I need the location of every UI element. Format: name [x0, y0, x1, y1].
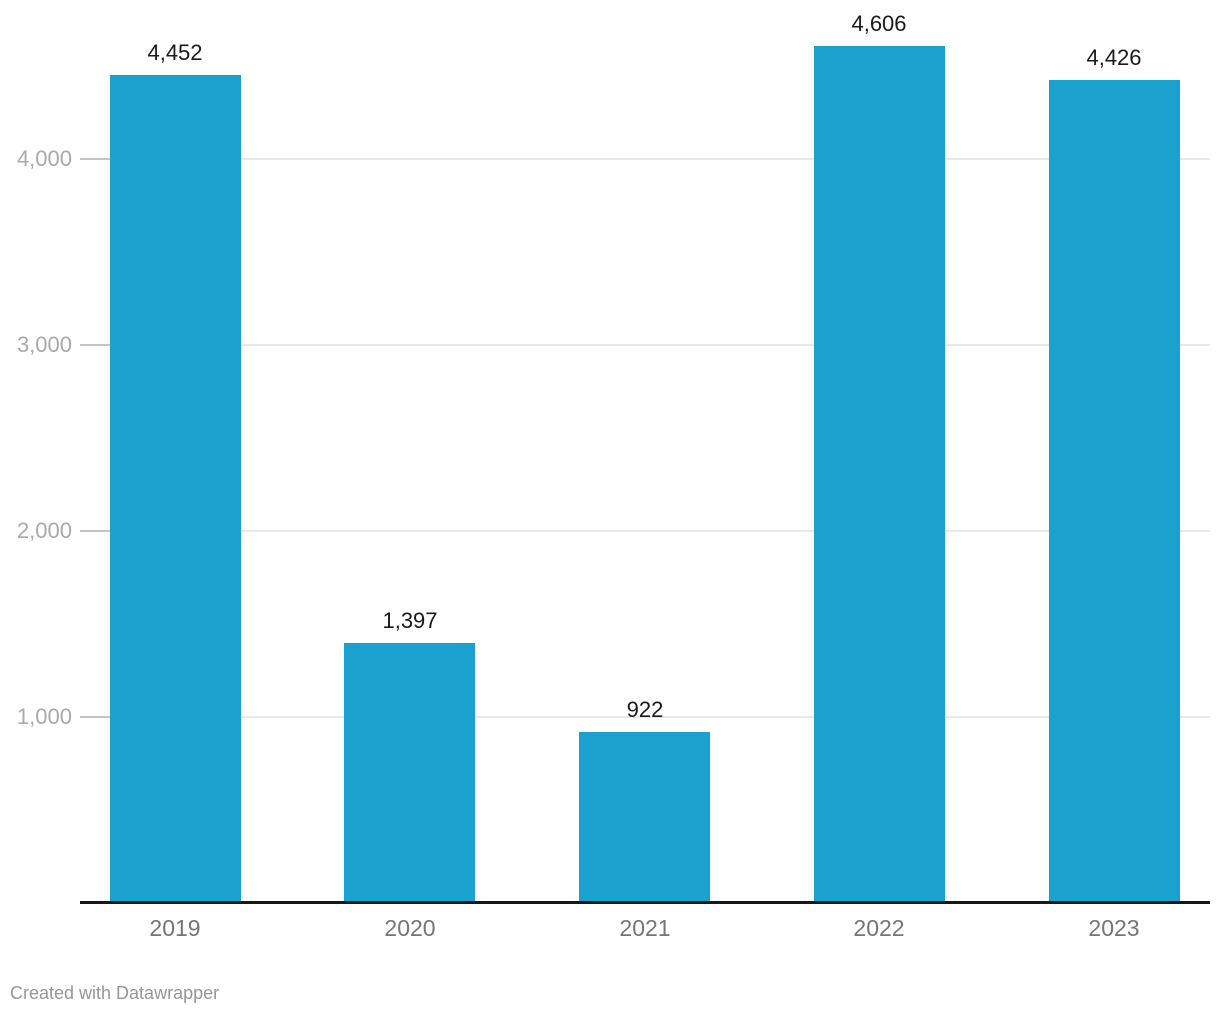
- bar-value-label: 4,606: [851, 11, 907, 36]
- bar-2023: [1049, 80, 1180, 903]
- bar-2022: [814, 46, 945, 903]
- bar-value-label: 4,452: [147, 40, 203, 65]
- y-axis-tick-label: 1,000: [16, 704, 72, 729]
- x-axis-category-label: 2023: [1088, 915, 1140, 941]
- gridline: [80, 158, 1210, 160]
- y-axis-tick: [80, 716, 110, 718]
- y-axis-tick-label: 2,000: [16, 518, 72, 543]
- x-axis-category-label: 2020: [384, 915, 436, 941]
- bar-2019: [110, 75, 241, 903]
- bar-2020: [344, 643, 475, 903]
- y-axis-tick-label: 3,000: [16, 332, 72, 357]
- bar-value-label: 4,426: [1086, 45, 1142, 70]
- y-axis-tick: [80, 344, 110, 346]
- gridline: [80, 344, 1210, 346]
- x-axis-category-label: 2021: [619, 915, 671, 941]
- y-axis-tick: [80, 158, 110, 160]
- y-axis-tick-label: 4,000: [16, 146, 72, 171]
- bar-value-label: 1,397: [382, 608, 438, 633]
- x-axis-category-label: 2022: [853, 915, 905, 941]
- x-axis-category-label: 2019: [149, 915, 201, 941]
- bar-value-label: 922: [626, 697, 664, 722]
- datawrapper-attribution-link[interactable]: Created with Datawrapper: [10, 983, 220, 1003]
- y-axis-tick: [80, 530, 110, 532]
- bar-2021: [579, 732, 710, 903]
- gridline: [80, 716, 1210, 718]
- x-axis-baseline: [80, 901, 1210, 904]
- gridline: [80, 530, 1210, 532]
